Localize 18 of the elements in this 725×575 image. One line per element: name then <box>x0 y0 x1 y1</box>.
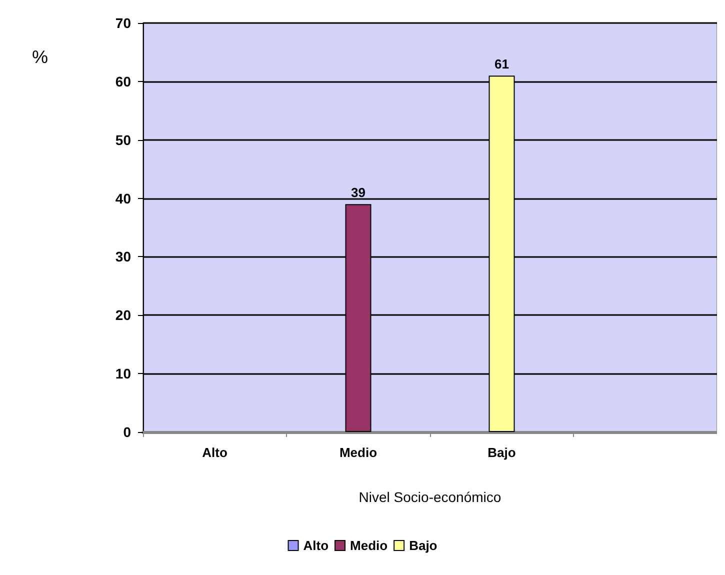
y-tick-label: 60 <box>115 73 132 90</box>
y-tick-label: 50 <box>115 132 132 148</box>
y-tick-label: 70 <box>115 15 132 31</box>
y-tick-label: 20 <box>115 307 132 324</box>
legend-label: Bajo <box>409 538 438 553</box>
legend-label: Medio <box>350 538 388 553</box>
x-axis-title: Nivel Socio-económico <box>358 489 502 505</box>
y-tick-label: 10 <box>115 366 132 382</box>
x-tick-label: Alto <box>202 445 228 460</box>
x-tick-label: Bajo <box>488 445 516 460</box>
y-tick-label: 30 <box>115 248 132 265</box>
y-tick-label: 0 <box>123 424 132 440</box>
legend-label: Alto <box>303 538 329 553</box>
data-label: 61 <box>494 56 509 72</box>
y-axis-title: % <box>32 47 48 67</box>
data-label: 39 <box>351 185 366 200</box>
y-tick-label: 40 <box>115 190 132 206</box>
x-tick-label: Medio <box>339 445 378 460</box>
